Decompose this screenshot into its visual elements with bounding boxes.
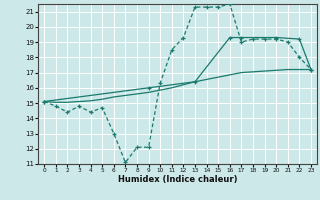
X-axis label: Humidex (Indice chaleur): Humidex (Indice chaleur) (118, 175, 237, 184)
